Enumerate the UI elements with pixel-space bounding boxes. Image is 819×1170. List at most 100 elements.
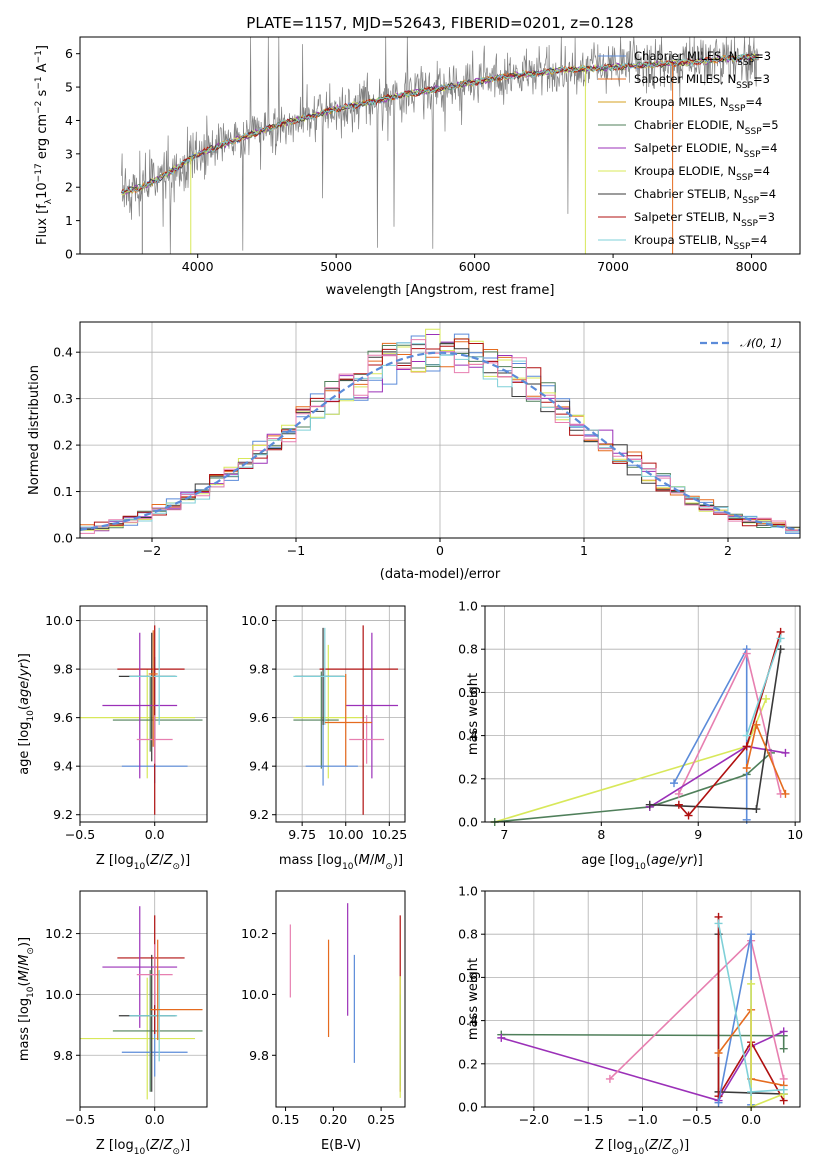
mass-weight-line	[717, 916, 785, 1101]
y-axis-label: Flux [fλ10−17 erg cm−2 s−1 A−1]	[34, 45, 54, 245]
y-axis-label: mass weight	[466, 958, 481, 1040]
x-tick-label: −1.0	[627, 1112, 657, 1127]
y-tick-label: 0.4	[458, 1013, 478, 1028]
y-tick-label: 9.8	[53, 1048, 73, 1063]
y-tick-label: 1.0	[458, 884, 478, 899]
spectrum-title: PLATE=1157, MJD=52643, FIBERID=0201, z=0…	[246, 14, 633, 32]
x-tick-label: −2.0	[519, 1112, 549, 1127]
x-tick-label: 0.0	[741, 1112, 761, 1127]
mass-weight-marker	[781, 748, 790, 757]
y-axis-label: age [log10(age/yr)]	[17, 653, 36, 775]
mass-weight-line	[494, 752, 772, 823]
mass-weight-marker	[779, 1044, 788, 1053]
x-tick-label: 7000	[597, 259, 629, 274]
axes-frame	[275, 605, 406, 823]
y-tick-label: 0.2	[53, 438, 73, 453]
y-axis-label: Normed distribution	[27, 365, 42, 495]
mass-weight-marker	[779, 1027, 788, 1036]
legend-label: Kroupa MILES, NSSP=4	[634, 95, 762, 114]
y-tick-label: 10.2	[241, 926, 269, 941]
spectrum-panel: 4000 5000 6000 7000 8000 0 1 2 3 4 5 6 wavelength [A…	[34, 36, 801, 298]
legend-label: Chabrier MILES, NSSP=3	[634, 49, 771, 68]
legend-label: Salpeter STELIB, NSSP=3	[634, 210, 775, 229]
y-tick-label: 9.4	[53, 759, 73, 774]
mass-weight-line	[717, 934, 752, 1105]
x-tick-label: 0.25	[367, 1112, 395, 1127]
mass-weight-marker	[714, 919, 723, 928]
y-tick-label: 10.2	[45, 926, 73, 941]
x-tick-label: 0	[436, 543, 444, 558]
x-tick-label: 9.75	[288, 827, 316, 842]
mass-weight-marker	[742, 764, 751, 772]
x-tick-label: 1	[580, 543, 588, 558]
y-tick-label: 0.6	[458, 970, 478, 985]
mass-weight-marker	[670, 779, 678, 788]
y-tick-label: 9.2	[249, 807, 269, 822]
mass-weight-marker	[776, 645, 785, 654]
mass-weight-vs-metallicity-panel: −2.0 −1.5 −1.0 −0.5 0.0 0.0 0.2 0.4 0.6 0.8 1.0 Z […	[458, 884, 801, 1157]
mass-weight-line	[501, 1030, 785, 1102]
x-tick-label: −0.5	[682, 1112, 712, 1127]
mass-weight-marker	[674, 789, 683, 798]
y-tick-label: 10.0	[241, 613, 269, 628]
mass-weight-marker	[752, 805, 761, 814]
axes-frame	[275, 890, 406, 1108]
y-tick-label: 0	[65, 247, 73, 262]
mass-vs-extinction-panel: 0.15 0.20 0.25 9.8 10.0 10.2 E(B-V)	[241, 890, 406, 1153]
x-tick-label: 8000	[736, 259, 768, 274]
y-tick-label: 3	[65, 146, 73, 161]
mass-weight-marker	[779, 1085, 788, 1094]
x-tick-label: −1	[287, 543, 305, 558]
axes-frame	[484, 605, 801, 823]
x-axis-label: wavelength [Angstrom, rest frame]	[326, 283, 555, 298]
y-tick-label: 9.2	[53, 807, 73, 822]
y-tick-label: 9.6	[249, 710, 269, 725]
axes-frame	[79, 605, 208, 823]
x-tick-label: 9	[694, 827, 702, 842]
y-tick-label: 0.8	[458, 642, 478, 657]
mass-weight-marker	[742, 742, 751, 751]
mass-weight-marker	[742, 731, 751, 740]
y-tick-label: 1.0	[458, 599, 478, 614]
x-tick-label: −0.5	[65, 827, 95, 842]
mass-weight-marker	[742, 815, 751, 824]
x-axis-label: (data-model)/error	[380, 567, 501, 582]
y-tick-label: 9.6	[53, 710, 73, 725]
x-tick-label: 6000	[459, 259, 491, 274]
mass-weight-line	[750, 983, 784, 1109]
y-tick-label: 9.8	[53, 662, 73, 677]
y-tick-label: 0.4	[53, 345, 73, 360]
y-tick-label: 0.6	[458, 685, 478, 700]
y-tick-label: 4	[65, 113, 73, 128]
x-tick-label: 7	[500, 827, 508, 842]
x-tick-label: 10.25	[371, 827, 407, 842]
y-tick-label: 0.2	[458, 771, 478, 786]
y-axis-label: mass [log10(M/M⊙)]	[17, 937, 36, 1061]
y-axis-label: mass weight	[466, 673, 481, 755]
y-tick-label: 0.3	[53, 391, 73, 406]
x-tick-label: −1.5	[573, 1112, 603, 1127]
mass-weight-marker	[674, 800, 683, 809]
x-tick-label: 5000	[320, 259, 352, 274]
x-tick-label: 2	[724, 543, 732, 558]
x-tick-label: 4000	[182, 259, 214, 274]
legend-label: Salpeter MILES, NSSP=3	[634, 72, 770, 91]
x-tick-label: 0.15	[272, 1112, 300, 1127]
mass-weight-marker	[714, 1098, 723, 1107]
x-axis-label: mass [log10(M/M⊙)]	[279, 853, 403, 872]
y-tick-label: 0.0	[458, 1100, 478, 1115]
y-tick-label: 5	[65, 80, 73, 95]
x-tick-label: −0.5	[65, 1112, 95, 1127]
y-tick-label: 6	[65, 46, 73, 61]
mass-weight-marker	[684, 811, 693, 820]
mass-weight-marker	[752, 720, 761, 729]
y-tick-label: 10.0	[45, 613, 73, 628]
legend-label: Chabrier STELIB, NSSP=4	[634, 187, 776, 206]
mass-weight-line	[678, 651, 782, 795]
mass-weight-marker	[747, 930, 756, 939]
legend-label: Chabrier ELODIE, NSSP=5	[634, 118, 779, 137]
mass-weight-marker	[714, 1049, 723, 1057]
residual-histogram-step	[80, 342, 800, 533]
mass-weight-marker	[497, 1033, 506, 1042]
